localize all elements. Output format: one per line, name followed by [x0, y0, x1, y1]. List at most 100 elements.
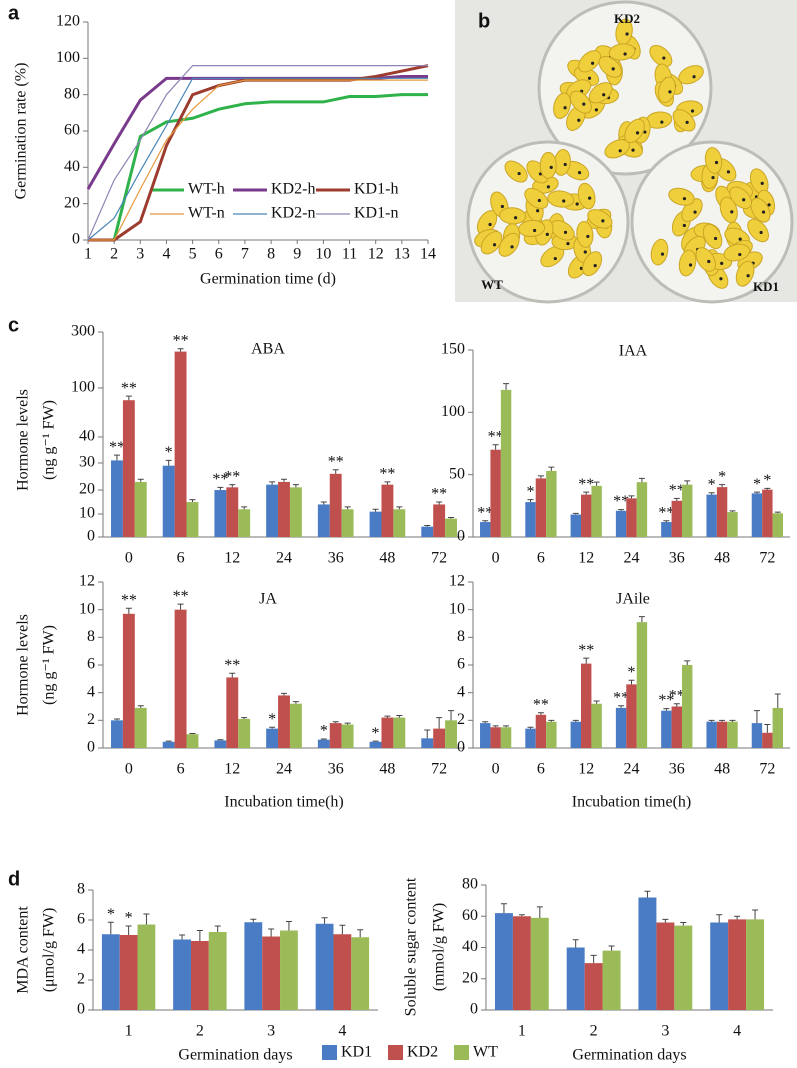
legend-swatch [454, 1045, 469, 1060]
y-tick-label: 8 [77, 881, 85, 898]
bar [119, 935, 138, 1010]
bar [262, 936, 281, 1010]
seed-hilum [602, 93, 606, 97]
x-tick-label: 10 [315, 246, 331, 263]
y-tick-label: 20 [79, 481, 95, 498]
x-tick-label: 72 [759, 761, 775, 778]
bar [566, 947, 585, 1010]
bar [186, 734, 199, 748]
y-tick-label: 150 [441, 341, 465, 358]
bar [173, 939, 191, 1010]
bar [369, 741, 382, 748]
y-tick-label: 10 [79, 600, 95, 617]
significance-mark: * [125, 910, 133, 927]
bar [671, 500, 682, 537]
seed [518, 219, 546, 237]
x-tick-label: 36 [328, 761, 344, 778]
seed [498, 232, 520, 257]
error-bar [396, 714, 403, 718]
bar [134, 707, 147, 748]
bar [727, 721, 738, 748]
legend-swatch [322, 1045, 337, 1060]
bar [751, 493, 763, 537]
x-tick-label: 6 [537, 761, 545, 778]
bar [433, 504, 446, 537]
significance-mark: * [763, 472, 771, 489]
x-tick-label: 72 [431, 761, 447, 778]
y-axis-label: (ng g⁻¹ FW) [41, 400, 58, 480]
error-bar [217, 486, 224, 491]
error-bar [384, 481, 391, 485]
bar [208, 932, 227, 1010]
bar [266, 728, 279, 748]
significance-mark: ** [669, 482, 685, 499]
error-bar [396, 506, 403, 510]
seed-hilum [730, 210, 734, 214]
x-tick-label: 4 [338, 1023, 346, 1040]
error-bar [448, 516, 455, 519]
bar [490, 727, 501, 748]
bar [289, 703, 302, 748]
chart-title: ABA [251, 341, 285, 358]
bar [525, 728, 536, 748]
x-tick-label: 48 [379, 761, 395, 778]
x-tick-label: 12 [368, 246, 384, 263]
error-bar [292, 484, 299, 488]
x-tick-label: 12 [224, 550, 240, 567]
seed-hilum [586, 234, 590, 239]
error-bar [719, 719, 726, 722]
bar [137, 924, 156, 1010]
seed-hilum [566, 242, 570, 246]
x-tick-label: 9 [293, 246, 301, 263]
seed [650, 238, 669, 266]
bar [681, 665, 693, 748]
seed-hilum [631, 148, 635, 152]
seed-hilum [707, 259, 711, 264]
photo: KD2 WT KD1 [466, 0, 794, 304]
seed [504, 160, 528, 183]
error-bar [372, 508, 379, 512]
seed-hilum [517, 171, 521, 176]
x-tick-label: 72 [759, 550, 775, 567]
error-bar [332, 469, 339, 474]
error-bar [719, 484, 726, 488]
legend-label: KD1-n [354, 205, 398, 222]
photo-label: WT [481, 277, 503, 292]
bar [546, 721, 557, 748]
bar [716, 487, 728, 537]
x-tick-label: 3 [136, 246, 144, 263]
error-bar [125, 925, 132, 935]
seed-hilum [714, 160, 719, 165]
error-bar [590, 954, 597, 964]
bar [101, 934, 120, 1010]
seed [578, 50, 602, 73]
error-bar [518, 914, 525, 917]
data-line [88, 93, 428, 242]
seed [735, 260, 755, 287]
x-tick-label: 72 [431, 550, 447, 567]
x-axis-label: Incubation time(h) [572, 794, 692, 811]
seed-hilum [761, 210, 766, 214]
x-tick-label: 24 [276, 761, 292, 778]
seed-hilum [690, 109, 695, 113]
bar [638, 897, 657, 1010]
seed-hilum [713, 236, 718, 241]
significance-mark: * [708, 476, 716, 493]
y-tick-label: 6 [457, 656, 465, 673]
bar [570, 514, 582, 537]
bar [494, 913, 513, 1010]
error-bar [113, 718, 120, 721]
bar [329, 723, 342, 748]
error-bar [500, 903, 507, 914]
significance-mark: * [165, 444, 173, 461]
seed-hilum [760, 181, 764, 185]
seed-hilum [500, 204, 504, 209]
significance-mark: * [753, 476, 761, 493]
error-bar [673, 703, 680, 707]
bar [351, 937, 370, 1010]
seed-hilum [623, 52, 627, 56]
error-bar [764, 723, 771, 733]
y-tick-label: 6 [77, 911, 85, 928]
bar [134, 481, 147, 537]
error-bar [332, 721, 339, 724]
